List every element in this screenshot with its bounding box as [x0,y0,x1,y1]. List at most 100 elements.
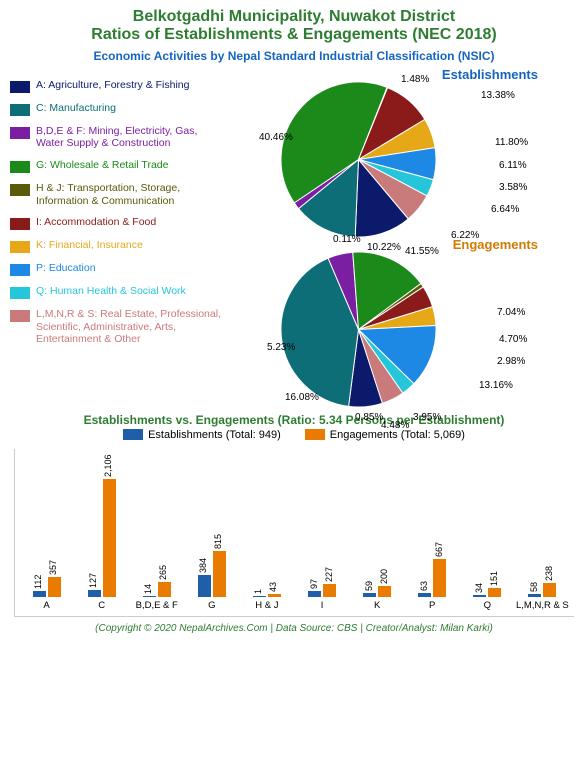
title-line1: Belkotgadhi Municipality, Nuwakot Distri… [10,8,578,26]
bar-value: 14 [143,584,153,594]
bar-group: 127 2,106 [74,479,129,597]
bar-value: 667 [434,542,444,557]
bar-group: 63 667 [405,559,460,596]
bar-group: 1 43 [239,594,294,596]
bar-establishments: 14 [143,596,156,597]
legend-label: C: Manufacturing [36,102,116,115]
bar-value: 58 [529,582,539,592]
bar-establishments: 384 [198,575,211,597]
pie-engagements: 7.04%41.55%5.23%16.08%0.85%4.48%3.95%13.… [281,252,436,407]
bar-value: 151 [489,571,499,586]
bar-establishments: 63 [418,593,431,597]
legend: A: Agriculture, Forestry & Fishing C: Ma… [10,67,225,407]
legend-label: H & J: Transportation, Storage, Informat… [36,182,225,207]
bar-engagements: 2,106 [103,479,116,597]
legend-row: G: Wholesale & Retail Trade [10,159,225,173]
bar-value: 43 [268,582,278,592]
pie-label: 4.48% [381,420,409,431]
bar-category: G [184,597,239,611]
bar-group: 97 227 [294,584,349,597]
bar-group: 34 151 [460,588,515,596]
pie-label: 41.55% [405,246,439,257]
legend-row: B,D,E & F: Mining, Electricity, Gas, Wat… [10,125,225,150]
legend-row: I: Accommodation & Food [10,216,225,230]
bar-engagements: 43 [268,594,281,596]
legend-swatch [10,310,30,322]
header: Belkotgadhi Municipality, Nuwakot Distri… [0,0,588,47]
pie-label: 3.58% [499,182,527,193]
bar-value: 97 [309,579,319,589]
legend-swatch [10,184,30,196]
legend-label: G: Wholesale & Retail Trade [36,159,168,172]
bar-category: A [19,597,74,611]
bar-group: 58 238 [515,583,570,596]
legend-row: P: Education [10,262,225,276]
pie-label: 13.38% [481,90,515,101]
legend-label: K: Financial, Insurance [36,239,143,252]
bar-establishments: 1 [253,596,266,597]
bar-engagements: 357 [48,577,61,597]
bar-value: 357 [48,560,58,575]
bar-engagements: 227 [323,584,336,597]
pie-label: 40.46% [259,132,293,143]
legend-label: Q: Human Health & Social Work [36,285,186,298]
pie-label: 13.16% [479,380,513,391]
bar-engagements: 200 [378,586,391,597]
bar-value: 59 [364,581,374,591]
bar-value: 63 [419,581,429,591]
legend-swatch [10,264,30,276]
legend-row: H & J: Transportation, Storage, Informat… [10,182,225,207]
legend-row: C: Manufacturing [10,102,225,116]
comp-legend-item: Establishments (Total: 949) [123,429,281,441]
bar-value: 2,106 [103,454,113,477]
legend-swatch [10,104,30,116]
footer: (Copyright © 2020 NepalArchives.Com | Da… [0,623,588,634]
legend-row: A: Agriculture, Forestry & Fishing [10,79,225,93]
bar-establishments: 127 [88,590,101,597]
pie-engagements-block: Engagements 7.04%41.55%5.23%16.08%0.85%4… [231,237,578,407]
pie-label: 11.80% [495,137,528,148]
bar-value: 112 [33,574,43,588]
pie-label: 0.85% [355,412,383,423]
legend-row: L,M,N,R & S: Real Estate, Professional, … [10,308,225,346]
legend-swatch [10,287,30,299]
bar-establishments: 58 [528,594,541,597]
comparison-title: Establishments vs. Engagements (Ratio: 5… [0,413,588,427]
bar-chart: 112 357127 2,10614 265384 8151 4397 2275… [14,449,574,617]
bar-engagements: 151 [488,588,501,596]
pie-label: 5.23% [267,342,295,353]
bar-category: Q [460,597,515,611]
pie-label: 4.70% [499,334,527,345]
bar-category: L,M,N,R & S [515,597,570,611]
comp-series-name: Establishments (Total: 949) [148,429,281,441]
bar-category: I [294,597,349,611]
pie-label: 16.08% [285,392,319,403]
bar-value: 34 [474,583,484,593]
bar-value: 227 [324,567,334,582]
bar-engagements: 667 [433,559,446,596]
bar-group: 14 265 [129,582,184,597]
bar-value: 815 [213,534,223,549]
bar-group: 384 815 [184,551,239,597]
legend-label: B,D,E & F: Mining, Electricity, Gas, Wat… [36,125,225,150]
bar-category: B,D,E & F [129,597,184,611]
comp-swatch [305,429,325,440]
pie-establishments-block: Establishments 11.80%13.38%1.48%40.46%0.… [231,67,578,237]
pie-label: 6.64% [491,204,519,215]
legend-swatch [10,218,30,230]
comp-swatch [123,429,143,440]
bar-value: 127 [88,573,98,588]
bar-categories: ACB,D,E & FGH & JIKPQL,M,N,R & S [15,597,574,611]
bar-engagements: 238 [543,583,556,596]
bar-value: 384 [198,558,208,573]
pie-label: 7.04% [497,307,525,318]
bars: 112 357127 2,10614 265384 8151 4397 2275… [15,449,574,597]
pie-establishments: 11.80%13.38%1.48%40.46%0.11%10.22%6.22%6… [281,82,436,237]
bar-establishments: 112 [33,591,46,597]
legend-swatch [10,241,30,253]
bar-engagements: 265 [158,582,171,597]
bar-value: 238 [544,566,554,581]
bar-category: K [350,597,405,611]
legend-swatch [10,81,30,93]
legend-row: K: Financial, Insurance [10,239,225,253]
